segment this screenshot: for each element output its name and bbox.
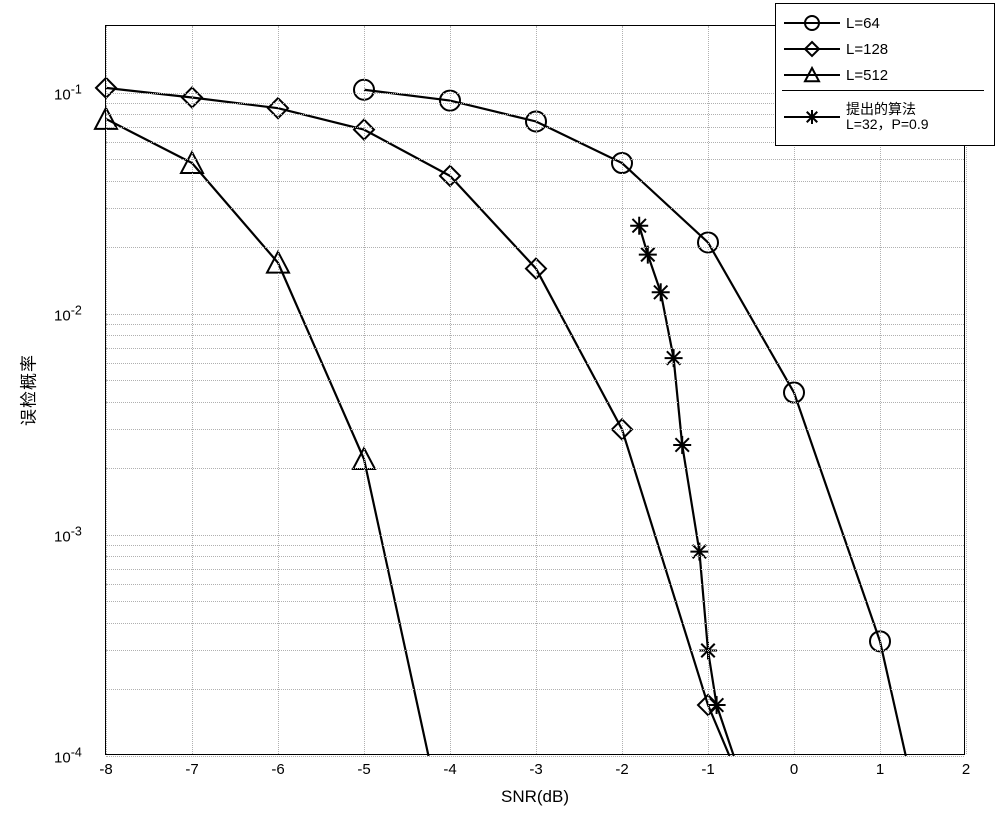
x-tick-label: -2 [615, 761, 628, 778]
y-gridline [106, 314, 964, 315]
x-tick-label: 0 [790, 761, 798, 778]
legend-label: 提出的算法 [846, 102, 929, 117]
series-line-L128 [106, 88, 730, 756]
y-minor-gridline [106, 623, 964, 624]
y-gridline [106, 535, 964, 536]
y-tick-label: 10-3 [54, 524, 82, 545]
legend-label: L=512 [842, 67, 888, 84]
y-minor-gridline [106, 159, 964, 160]
y-gridline [106, 756, 964, 757]
x-gridline [192, 26, 193, 754]
x-tick-label: -8 [99, 761, 112, 778]
y-minor-gridline [106, 363, 964, 364]
x-tick-label: -1 [701, 761, 714, 778]
x-tick-label: -3 [529, 761, 542, 778]
y-minor-gridline [106, 468, 964, 469]
legend-entry-L128: L=128 [782, 36, 984, 62]
x-tick-label: -5 [357, 761, 370, 778]
y-minor-gridline [106, 429, 964, 430]
x-gridline [450, 26, 451, 754]
chart-canvas: -8 -7 -6 -5 -4 -3 -2 -1 0 1 2 10-4 10-3 10-2 10-1 误检概率… [0, 0, 1000, 815]
legend-entry-proposed: 提出的算法L=32，P=0.9 [782, 97, 984, 137]
x-tick-label: -7 [185, 761, 198, 778]
y-minor-gridline [106, 208, 964, 209]
y-tick-label: 10-2 [54, 303, 82, 324]
x-gridline [536, 26, 537, 754]
y-minor-gridline [106, 569, 964, 570]
x-gridline [708, 26, 709, 754]
y-minor-gridline [106, 584, 964, 585]
x-tick-label: 2 [962, 761, 970, 778]
legend-separator [782, 90, 984, 91]
legend: L=64 L=128 L=512 提出的算法L=32，P=0.9 [775, 3, 995, 146]
y-minor-gridline [106, 181, 964, 182]
y-minor-gridline [106, 380, 964, 381]
y-minor-gridline [106, 348, 964, 349]
y-minor-gridline [106, 545, 964, 546]
y-axis-label: 误检概率 [15, 354, 40, 426]
y-minor-gridline [106, 650, 964, 651]
x-gridline [364, 26, 365, 754]
y-minor-gridline [106, 324, 964, 325]
series-line-proposed [639, 226, 734, 756]
y-minor-gridline [106, 247, 964, 248]
x-tick-label: 1 [876, 761, 884, 778]
y-minor-gridline [106, 601, 964, 602]
series-line-L512 [106, 119, 429, 756]
y-tick-label: 10-1 [54, 82, 82, 103]
y-minor-gridline [106, 556, 964, 557]
x-gridline [622, 26, 623, 754]
legend-label: L=64 [842, 15, 880, 32]
legend-entry-L512: L=512 [782, 62, 984, 88]
legend-entry-L64: L=64 [782, 10, 984, 36]
legend-label: L=32，P=0.9 [846, 117, 929, 132]
series-line-L64 [364, 90, 906, 756]
legend-label: L=128 [842, 41, 888, 58]
y-minor-gridline [106, 335, 964, 336]
y-minor-gridline [106, 402, 964, 403]
x-gridline [106, 26, 107, 754]
x-axis-label: SNR(dB) [501, 787, 569, 807]
y-tick-label: 10-4 [54, 746, 82, 767]
x-tick-label: -6 [271, 761, 284, 778]
y-minor-gridline [106, 689, 964, 690]
x-gridline [278, 26, 279, 754]
x-tick-label: -4 [443, 761, 456, 778]
